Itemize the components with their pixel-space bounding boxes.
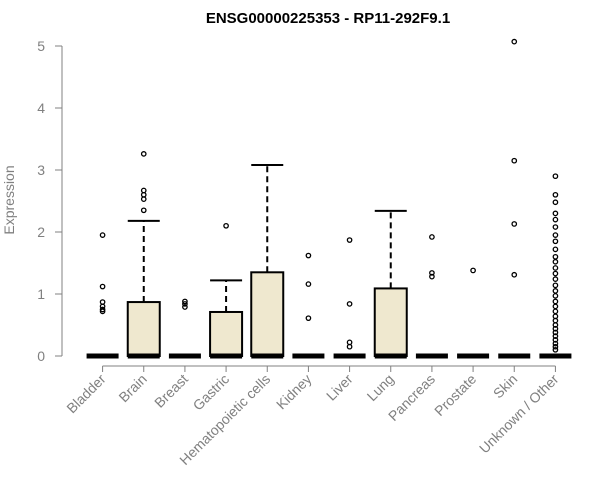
y-tick-label-3: 3	[37, 162, 45, 178]
y-axis: 0 1 2 3 4 5	[37, 38, 63, 364]
outlier-point	[552, 232, 559, 238]
outlier-point	[99, 308, 106, 315]
outlier-point	[552, 325, 559, 332]
box-body	[209, 310, 244, 358]
x-tick-label: Skin	[490, 371, 521, 402]
outlier-point	[552, 238, 559, 245]
outlier-point	[552, 210, 559, 217]
outlier-point	[552, 322, 559, 328]
box-body	[126, 301, 161, 357]
outlier-point	[552, 199, 559, 206]
x-tick-label: Prostate	[431, 371, 479, 419]
box-5	[292, 252, 325, 359]
outlier-point	[346, 301, 353, 307]
outlier-point	[552, 270, 559, 277]
outlier-point	[99, 306, 106, 313]
box-9	[457, 267, 490, 359]
outlier-point	[552, 216, 559, 223]
outlier-point	[99, 283, 106, 290]
outlier-point	[305, 315, 312, 322]
box-0	[86, 232, 119, 359]
box-8	[415, 234, 448, 359]
outlier-point	[552, 276, 559, 282]
outlier-point	[140, 196, 147, 202]
x-tick-label: Breast	[151, 371, 191, 411]
outlier-point	[552, 288, 559, 294]
x-tick-label: Liver	[323, 371, 356, 404]
outlier-point	[99, 232, 106, 238]
outlier-point	[552, 253, 559, 260]
outlier-point	[552, 258, 559, 265]
outlier-point	[552, 282, 559, 289]
outlier-point	[552, 224, 559, 230]
outlier-point	[552, 298, 559, 305]
chart-title: ENSG00000225353 - RP11-292F9.1	[206, 10, 450, 27]
outlier-point	[429, 273, 435, 280]
box-7	[373, 209, 408, 359]
y-tick-label-1: 1	[37, 286, 45, 302]
box-6	[333, 237, 366, 359]
boxes-layer	[86, 38, 572, 359]
outlier-point	[305, 281, 312, 287]
y-tick-label-2: 2	[37, 224, 45, 240]
box-1	[126, 151, 161, 359]
x-tick-label: Lung	[364, 371, 397, 404]
outlier-point	[552, 329, 559, 336]
y-tick-label-5: 5	[37, 38, 45, 54]
outlier-point	[346, 343, 353, 350]
outlier-point	[429, 234, 435, 240]
outlier-point	[552, 346, 559, 353]
outlier-point	[552, 265, 559, 271]
outlier-point	[223, 222, 229, 229]
outlier-point	[140, 151, 147, 157]
y-axis-label: Expression	[1, 165, 17, 234]
outlier-point	[552, 343, 559, 350]
y-tick-label-4: 4	[37, 100, 45, 116]
outlier-point	[182, 304, 188, 310]
outlier-point	[429, 270, 435, 276]
outlier-point	[552, 303, 559, 310]
outlier-point	[182, 298, 188, 305]
outlier-point	[552, 340, 559, 347]
box-10	[498, 38, 531, 359]
outlier-point	[552, 191, 559, 198]
box-2	[168, 298, 201, 359]
outlier-point	[511, 157, 518, 164]
outlier-point	[182, 301, 188, 307]
outlier-point	[346, 237, 353, 243]
outlier-point	[552, 308, 559, 315]
outlier-point	[140, 207, 147, 214]
outlier-point	[552, 337, 559, 343]
box-body	[250, 271, 285, 357]
outlier-point	[552, 293, 559, 299]
box-3	[209, 222, 244, 359]
outlier-point	[552, 246, 559, 253]
outlier-point	[305, 252, 312, 259]
x-tick-label: Bladder	[63, 371, 109, 417]
outlier-point	[552, 333, 559, 340]
x-tick-label: Brain	[115, 371, 149, 405]
outlier-point	[552, 173, 559, 180]
x-tick-label: Kidney	[273, 371, 315, 413]
outlier-point	[511, 271, 518, 278]
box-4	[250, 164, 285, 359]
outlier-point	[511, 38, 518, 45]
y-tick-label-0: 0	[37, 348, 45, 364]
outlier-point	[511, 221, 518, 227]
box-11	[539, 173, 572, 359]
box-body	[373, 287, 408, 358]
outlier-point	[470, 267, 476, 274]
